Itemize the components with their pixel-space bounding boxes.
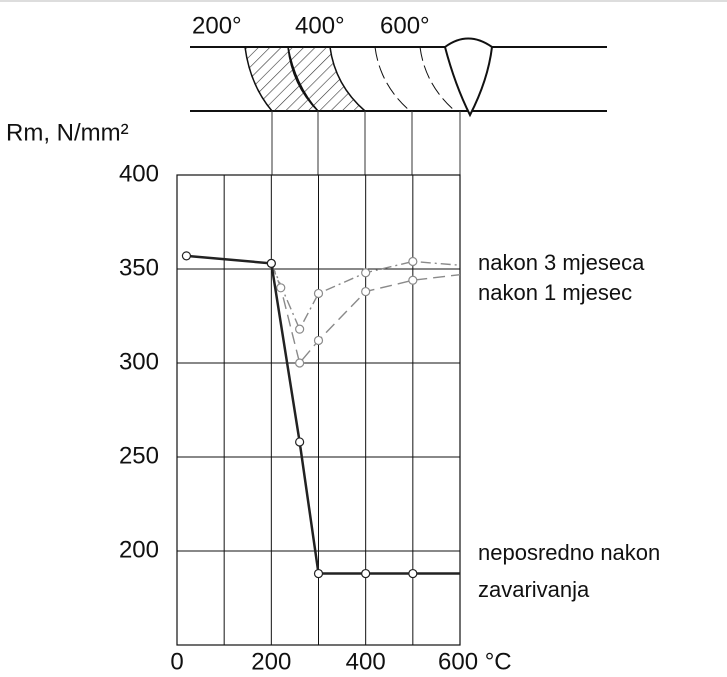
y-tick-label: 300 bbox=[119, 348, 159, 375]
weld-diagram bbox=[190, 37, 607, 175]
y-axis-label: Rm, N/mm² bbox=[6, 119, 129, 146]
point-marker bbox=[408, 256, 418, 267]
y-tick-label: 350 bbox=[119, 254, 159, 281]
x-tick-label: 0 bbox=[170, 648, 183, 675]
series-line bbox=[186, 254, 460, 575]
point-marker bbox=[361, 568, 371, 579]
x-tick-label: 200 bbox=[251, 648, 291, 675]
point-marker bbox=[313, 288, 324, 299]
diagram-label: 600° bbox=[380, 12, 430, 39]
point-marker bbox=[181, 251, 192, 261]
x-tick-label: 400 bbox=[346, 648, 386, 675]
diagram-label: 400° bbox=[295, 12, 345, 39]
point-marker bbox=[408, 568, 418, 579]
point-marker bbox=[295, 324, 305, 334]
x-tick-label: 600 °C bbox=[438, 648, 512, 675]
point-marker bbox=[313, 568, 324, 579]
point-marker bbox=[313, 335, 324, 346]
legend-entry: neposredno nakon zavarivanja bbox=[478, 540, 661, 602]
point-marker bbox=[408, 275, 418, 285]
point-marker bbox=[295, 358, 305, 368]
point-marker bbox=[361, 286, 371, 297]
point-marker bbox=[295, 437, 305, 447]
y-tick-label: 200 bbox=[119, 536, 159, 563]
y-tick-label: 250 bbox=[119, 442, 159, 469]
legend-entry: nakon 3 mjeseca bbox=[478, 250, 645, 275]
point-marker bbox=[361, 268, 371, 278]
legend-entry: nakon 1 mjesec bbox=[478, 280, 633, 305]
point-marker bbox=[276, 283, 286, 293]
diagram-label: 200° bbox=[192, 12, 242, 39]
y-tick-label: 400 bbox=[119, 160, 159, 187]
point-marker bbox=[266, 258, 276, 268]
